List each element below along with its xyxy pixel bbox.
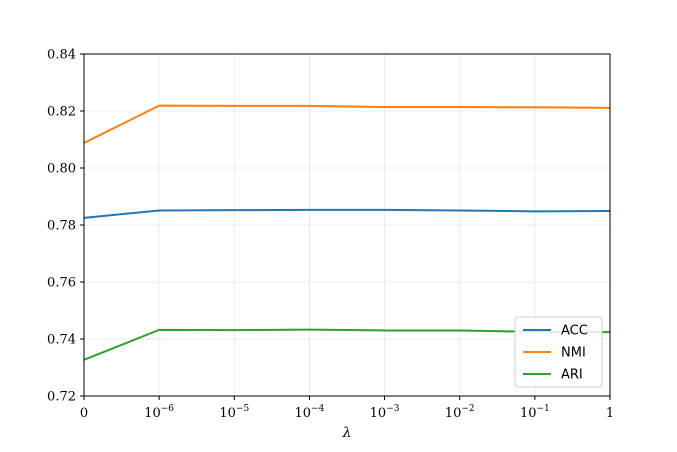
x-tick-label: 10−6: [144, 404, 174, 421]
x-tick-label: 0: [80, 406, 88, 421]
y-tick-label: 0.74: [47, 333, 76, 348]
series-line-nmi: [83, 104, 611, 144]
legend-label-ari: ARI: [561, 368, 583, 383]
y-axis-ticks: 0.72 0.74 0.76 0.78 0.80 0.82 0.84: [47, 48, 84, 405]
x-axis-label: λ: [342, 425, 352, 441]
y-tick-label: 0.76: [47, 276, 76, 291]
legend-box: [514, 316, 603, 388]
y-tick-label: 0.82: [47, 105, 76, 120]
legend-label-nmi: NMI: [561, 346, 586, 361]
series-line-acc: [83, 208, 611, 219]
x-tick-label: 10−5: [219, 404, 249, 421]
legend: ACC NMI ARI: [514, 316, 603, 388]
legend-label-acc: ACC: [561, 324, 588, 339]
x-tick-label: 1: [606, 406, 614, 421]
x-tick-label: 10−1: [520, 404, 550, 421]
y-tick-label: 0.84: [47, 48, 76, 63]
y-tick-label: 0.78: [47, 219, 76, 234]
x-tick-label: 10−3: [370, 404, 400, 421]
x-axis-ticks: 0 10−6 10−5 10−4 10−3 10−2 10−1 1: [80, 396, 614, 421]
y-tick-label: 0.72: [47, 390, 76, 405]
x-tick-label: 10−4: [295, 404, 325, 421]
x-tick-label: 10−2: [445, 404, 475, 421]
y-tick-label: 0.80: [47, 162, 76, 177]
